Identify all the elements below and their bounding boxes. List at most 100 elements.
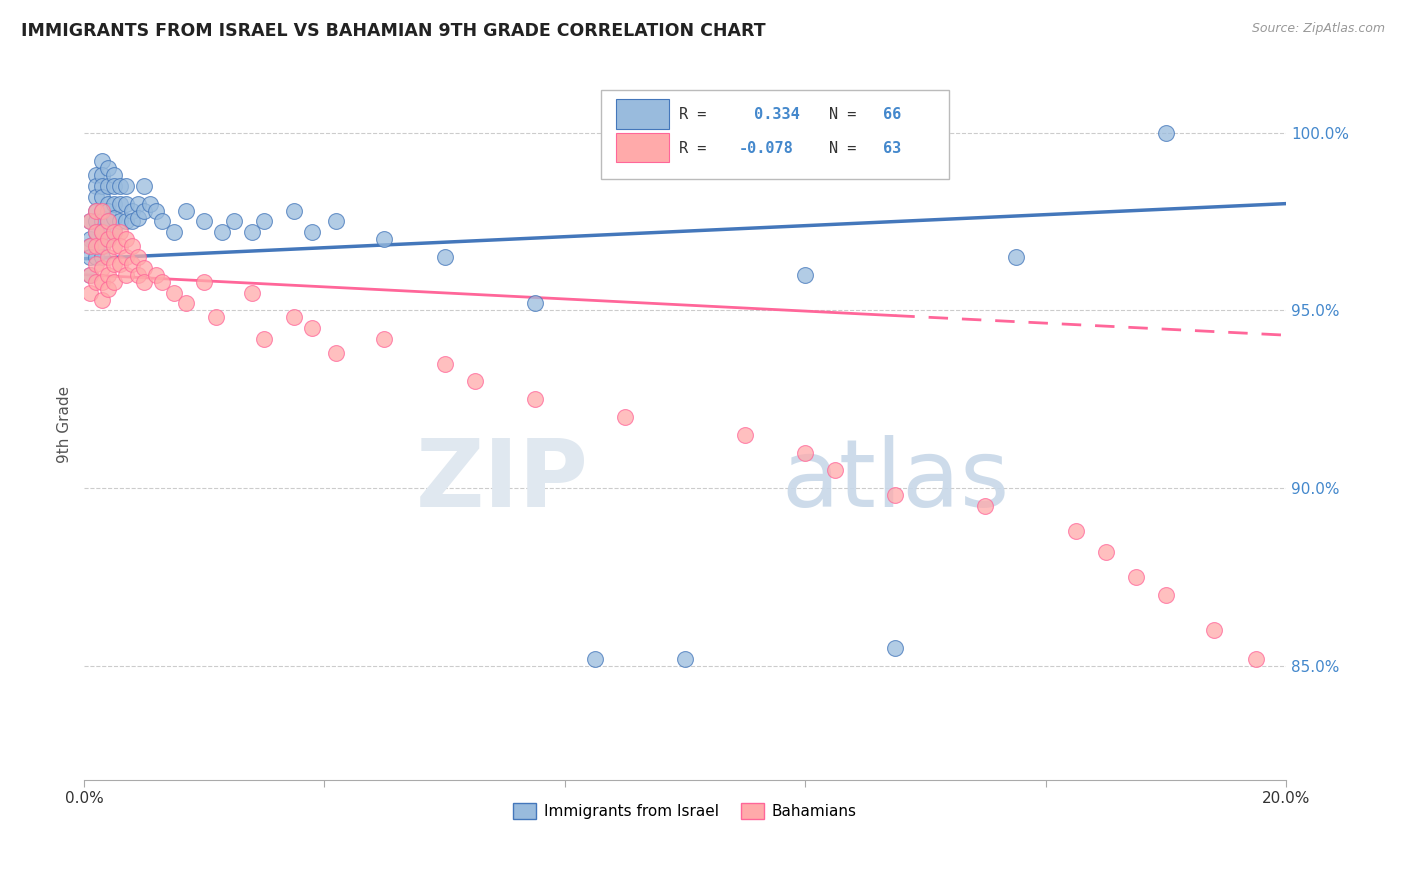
Point: [884, 488, 907, 502]
Point: [84, 178, 107, 193]
Point: [91, 214, 114, 228]
Point: [163, 225, 186, 239]
Point: [1064, 524, 1087, 538]
Point: [103, 225, 125, 239]
Point: [139, 196, 162, 211]
Point: [91, 225, 114, 239]
Point: [211, 225, 233, 239]
Point: [103, 168, 125, 182]
Point: [103, 225, 125, 239]
Point: [132, 260, 155, 275]
Point: [91, 239, 114, 253]
Point: [174, 296, 197, 310]
Point: [79, 214, 101, 228]
Point: [132, 178, 155, 193]
Point: [127, 196, 149, 211]
Point: [301, 321, 323, 335]
Point: [884, 641, 907, 656]
Point: [91, 178, 114, 193]
Point: [91, 239, 114, 253]
Legend: Immigrants from Israel, Bahamians: Immigrants from Israel, Bahamians: [506, 797, 863, 825]
Point: [1154, 126, 1177, 140]
Point: [103, 239, 125, 253]
Point: [734, 427, 756, 442]
Point: [193, 214, 215, 228]
Point: [91, 225, 114, 239]
Point: [824, 463, 846, 477]
Point: [145, 203, 167, 218]
FancyBboxPatch shape: [616, 99, 669, 129]
Text: IMMIGRANTS FROM ISRAEL VS BAHAMIAN 9TH GRADE CORRELATION CHART: IMMIGRANTS FROM ISRAEL VS BAHAMIAN 9TH G…: [21, 22, 766, 40]
Text: R =: R =: [679, 107, 716, 122]
Point: [91, 189, 114, 203]
Point: [108, 225, 131, 239]
Point: [283, 203, 305, 218]
Point: [373, 232, 395, 246]
Point: [91, 293, 114, 307]
FancyBboxPatch shape: [616, 133, 669, 162]
Point: [115, 232, 138, 246]
Point: [103, 275, 125, 289]
Point: [145, 268, 167, 282]
Y-axis label: 9th Grade: 9th Grade: [58, 385, 72, 463]
Point: [108, 196, 131, 211]
Point: [97, 268, 120, 282]
Point: [115, 196, 138, 211]
Text: -0.078: -0.078: [740, 141, 794, 156]
Text: N =: N =: [830, 141, 866, 156]
Point: [79, 250, 101, 264]
Point: [163, 285, 186, 300]
Point: [174, 203, 197, 218]
Point: [97, 250, 120, 264]
Point: [121, 214, 143, 228]
Point: [301, 225, 323, 239]
Point: [373, 332, 395, 346]
Point: [97, 282, 120, 296]
Point: [974, 499, 997, 513]
Point: [84, 225, 107, 239]
Point: [253, 332, 276, 346]
Point: [325, 214, 347, 228]
Point: [84, 239, 107, 253]
Point: [84, 189, 107, 203]
Point: [91, 250, 114, 264]
Point: [103, 257, 125, 271]
Point: [115, 178, 138, 193]
Point: [108, 178, 131, 193]
Point: [97, 161, 120, 175]
Text: 66: 66: [883, 107, 901, 122]
Point: [91, 168, 114, 182]
Text: Source: ZipAtlas.com: Source: ZipAtlas.com: [1251, 22, 1385, 36]
Point: [79, 214, 101, 228]
Point: [103, 196, 125, 211]
Point: [91, 203, 114, 218]
Point: [79, 285, 101, 300]
Point: [84, 275, 107, 289]
Point: [240, 285, 263, 300]
Point: [79, 239, 101, 253]
Point: [79, 239, 101, 253]
Point: [1244, 651, 1267, 665]
Point: [79, 268, 101, 282]
Point: [127, 211, 149, 225]
Point: [91, 260, 114, 275]
Point: [127, 250, 149, 264]
Point: [523, 392, 546, 407]
Point: [84, 203, 107, 218]
Point: [325, 346, 347, 360]
Point: [132, 275, 155, 289]
Point: [115, 214, 138, 228]
Point: [583, 651, 606, 665]
Point: [1154, 588, 1177, 602]
Point: [794, 445, 817, 459]
Point: [97, 232, 120, 246]
Point: [79, 232, 101, 246]
Point: [121, 239, 143, 253]
Point: [205, 310, 228, 325]
Point: [794, 268, 817, 282]
Point: [613, 409, 636, 424]
Point: [91, 153, 114, 168]
Text: 63: 63: [883, 141, 901, 156]
Point: [97, 196, 120, 211]
Point: [84, 225, 107, 239]
